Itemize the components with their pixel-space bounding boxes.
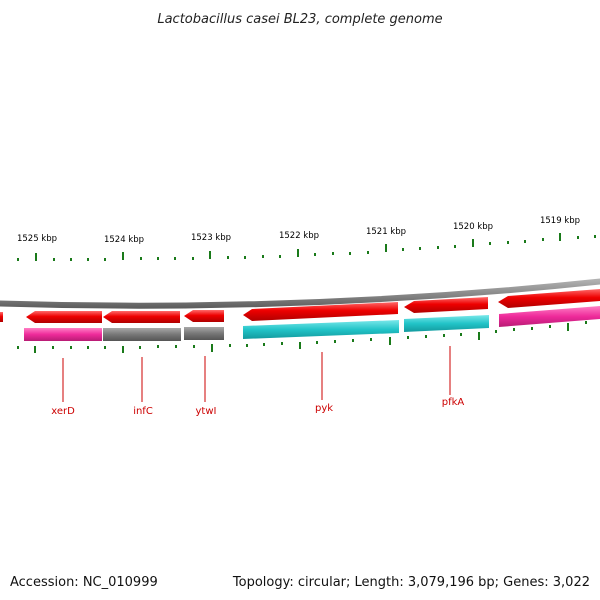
gene-label-pyk: pyk <box>315 403 333 414</box>
scale-label: 1522 kbp <box>279 231 319 241</box>
scale-label: 1521 kbp <box>366 227 406 237</box>
category-bar <box>499 306 600 327</box>
gene-arrow <box>404 297 488 313</box>
scale-label: 1523 kbp <box>191 233 231 243</box>
genome-backbone <box>0 278 600 309</box>
accession-label: Accession: NC_010999 <box>10 575 158 590</box>
genome-summary: Topology: circular; Length: 3,079,196 bp… <box>232 575 590 590</box>
map-title: Lactobacillus casei BL23, complete genom… <box>157 12 442 27</box>
gene-label-pfka: pfkA <box>442 397 465 408</box>
gene-label-leaders <box>62 346 451 402</box>
lower-ticks <box>17 321 587 353</box>
scale-label: 1524 kbp <box>104 235 144 245</box>
forward-gene-arrows <box>0 289 600 323</box>
gene-label-xerd: xerD <box>51 406 75 417</box>
category-bars <box>24 306 600 341</box>
scale-label: 1519 kbp <box>540 216 580 226</box>
gene-arrow <box>498 289 600 308</box>
category-bar <box>404 315 489 332</box>
gene-label-infc: infC <box>133 406 153 417</box>
scale-label: 1525 kbp <box>17 234 57 244</box>
category-bar <box>24 328 102 341</box>
gene-arrow <box>103 311 180 323</box>
gene-arrow <box>0 312 3 322</box>
gene-arrow <box>243 302 398 321</box>
category-bar <box>184 327 224 340</box>
category-bar <box>243 320 399 339</box>
gene-arrow <box>26 311 102 323</box>
category-bar <box>103 328 181 341</box>
scale-labels: 1525 kbp 1524 kbp 1523 kbp 1522 kbp 1521… <box>17 216 580 245</box>
scale-label: 1520 kbp <box>453 222 493 232</box>
scale-ticks <box>17 233 596 261</box>
gene-labels: xerD infC ytwI pyk pfkA <box>51 397 464 417</box>
gene-arrow <box>184 310 224 322</box>
gene-label-ytwi: ytwI <box>196 406 217 417</box>
